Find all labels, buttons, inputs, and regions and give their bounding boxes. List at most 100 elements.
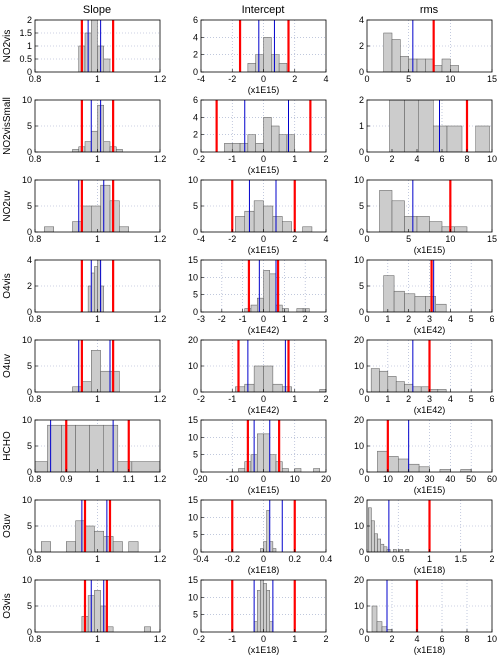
x-tick-label: 1 (95, 234, 100, 244)
x-tick-label: -0.2 (224, 554, 240, 564)
x-unit-label: (x1E15) (248, 165, 280, 175)
y-tick-label: 5 (193, 610, 198, 620)
y-tick-label: 10 (354, 441, 364, 451)
x-tick-label: 10 (383, 474, 393, 484)
y-tick-label: 10 (188, 175, 198, 185)
histogram-bar (144, 626, 151, 632)
x-tick-label: 15 (487, 74, 497, 84)
histogram-bar (313, 468, 320, 472)
histogram-bar (404, 100, 419, 152)
y-tick-label: 5 (27, 201, 32, 211)
y-tick-label: 10 (22, 95, 32, 105)
histogram-bar (368, 507, 372, 552)
x-tick-label: 6 (439, 634, 444, 644)
x-tick-label: 1.2 (154, 394, 167, 404)
y-tick-label: 20 (354, 335, 364, 345)
x-tick-label: 1.2 (154, 554, 167, 564)
x-tick-label: 0.8 (29, 634, 42, 644)
x-tick-label: -10 (226, 474, 239, 484)
histogram-bar (263, 117, 272, 152)
x-tick-label: -1 (228, 634, 236, 644)
panel-plot-area (371, 580, 419, 632)
histogram-panel: 0.8 1 1.2 0 5 10 (22, 335, 166, 404)
histogram-bar (400, 56, 409, 72)
histogram-panel: 0.8 0.9 1 1.1 1.2 0 5 10 (22, 415, 166, 484)
y-tick-label: 2 (193, 50, 198, 60)
y-tick-label: 15 (188, 415, 198, 425)
x-unit-label: (x1E15) (248, 245, 280, 255)
x-tick-label: 0.2 (288, 554, 301, 564)
panel-plot-area (231, 580, 296, 632)
y-tick-label: 0 (27, 67, 32, 77)
x-tick-label: 20 (321, 474, 331, 484)
x-unit-label: (x1E42) (248, 325, 280, 335)
x-tick-label: 1 (292, 394, 297, 404)
histogram-bar (282, 308, 289, 312)
histogram-bar (420, 386, 430, 392)
x-unit-label: (x1E18) (248, 565, 280, 575)
x-tick-label: 0 (364, 314, 369, 324)
column-title-rms: rms (420, 4, 439, 16)
histogram-bar (253, 200, 264, 232)
histogram-panel: -3 -2 -1 0 1 2 3 0 5 10 15 (x1E42) (188, 255, 329, 335)
panel-plot-area (44, 180, 129, 232)
y-tick-label: 0 (359, 307, 364, 317)
x-tick-label: 0 (261, 234, 266, 244)
histogram-bar (263, 205, 274, 232)
x-unit-label: (x1E42) (414, 405, 446, 415)
histogram-bar (260, 548, 264, 552)
histogram-bar (282, 468, 289, 472)
y-tick-label: 15 (188, 575, 198, 585)
histogram-bar (100, 370, 111, 392)
histogram-bar (263, 583, 267, 632)
histogram-bar (263, 433, 270, 472)
panel-plot-area (215, 100, 312, 152)
x-tick-label: 6 (439, 154, 444, 164)
y-tick-label: 20 (188, 335, 198, 345)
column-title-slope: Slope (83, 4, 111, 16)
x-tick-label: 2 (292, 74, 297, 84)
histogram-bar (433, 65, 443, 72)
panel-plot-area (81, 580, 151, 632)
y-tick-label: 0 (193, 547, 198, 557)
x-tick-label: -2 (197, 634, 205, 644)
x-tick-label: 8 (464, 634, 469, 644)
histogram-bar (235, 386, 245, 392)
y-tick-label: 2 (27, 281, 32, 291)
x-tick-label: -2 (228, 234, 236, 244)
y-tick-label: 10 (22, 175, 32, 185)
histogram-bar (103, 424, 119, 472)
x-tick-label: 0.5 (392, 554, 405, 564)
histogram-bar (405, 549, 410, 552)
histogram-bar (282, 386, 292, 392)
x-tick-label: 15 (487, 234, 497, 244)
x-tick-label: 0.8 (29, 554, 42, 564)
histogram-panel: 0 1 2 3 4 5 6 0 5 10 (x1E42) (354, 255, 495, 335)
histogram-bar (416, 58, 426, 72)
y-tick-label: 10 (354, 521, 364, 531)
y-tick-label: 5 (193, 201, 198, 211)
x-tick-label: 1.2 (154, 74, 167, 84)
histogram-bar (266, 590, 270, 632)
x-tick-label: 4 (323, 74, 328, 84)
histogram-bar (454, 226, 468, 232)
x-tick-label: 0 (364, 234, 369, 244)
histogram-bar (41, 541, 51, 552)
y-tick-label: 5 (27, 361, 32, 371)
histogram-panel: 0.8 1 1.2 0 5 10 (22, 95, 166, 164)
x-tick-label: -2 (197, 154, 205, 164)
x-tick-label: 0.8 (29, 474, 42, 484)
y-tick-label: 5 (27, 521, 32, 531)
histogram-bar (399, 549, 403, 552)
histogram-panel: 0.8 1 1.2 0 5 10 (22, 175, 166, 244)
panel-plot-area (72, 100, 123, 152)
histogram-bar (383, 546, 388, 552)
x-tick-label: 2 (406, 394, 411, 404)
y-tick-label: 4 (193, 32, 198, 42)
y-tick-label: 6 (193, 95, 198, 105)
panel-plot-area (35, 420, 160, 472)
histogram-bar (450, 65, 459, 72)
